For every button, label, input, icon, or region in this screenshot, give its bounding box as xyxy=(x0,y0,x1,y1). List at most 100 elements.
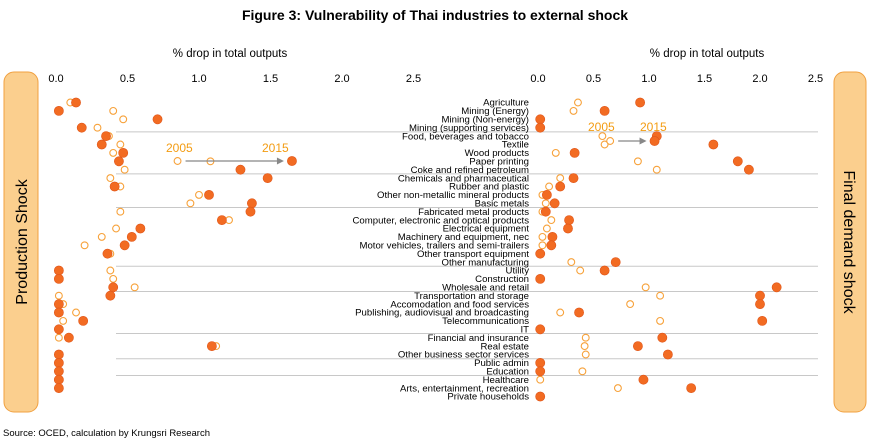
point-2015 xyxy=(53,307,64,318)
production-shock-points xyxy=(53,97,273,393)
category-label: Motor vehicles, trailers and semi-traile… xyxy=(359,241,529,252)
point-2015 xyxy=(105,290,116,301)
point-2015 xyxy=(535,122,546,133)
point-2015 xyxy=(599,106,610,116)
point-2015 xyxy=(535,391,546,402)
production-shock-panel xyxy=(3,71,39,413)
point-2005 xyxy=(195,190,203,199)
point-2015 xyxy=(708,139,719,150)
point-2015 xyxy=(78,315,89,326)
category-label: Telecommunications xyxy=(442,316,529,327)
annotation-point-2005 xyxy=(173,157,182,165)
category-label: Education xyxy=(486,367,529,378)
point-2015 xyxy=(204,189,214,200)
point-2005 xyxy=(541,199,550,208)
figure-title: Figure 3: Vulnerability of Thai industri… xyxy=(241,7,629,23)
right-tick-label: 2.0 xyxy=(752,73,767,85)
point-2015 xyxy=(755,290,765,301)
point-2005 xyxy=(106,174,115,183)
point-2015 xyxy=(102,248,113,259)
point-2015 xyxy=(535,114,546,125)
point-2005 xyxy=(59,316,68,325)
left-axis-title: % drop in total outputs xyxy=(173,48,288,60)
point-2005 xyxy=(538,232,547,241)
point-2005 xyxy=(633,157,642,166)
point-2015 xyxy=(563,223,573,234)
point-2005 xyxy=(600,140,609,149)
point-2005 xyxy=(538,241,547,250)
point-2005 xyxy=(542,224,551,233)
point-2015 xyxy=(71,97,81,108)
category-label: Coke and refined petroleum xyxy=(411,165,529,176)
point-2015 xyxy=(638,374,649,385)
point-2015 xyxy=(101,131,111,141)
category-label: Healthcare xyxy=(483,375,529,386)
point-2015 xyxy=(686,383,697,393)
point-2015 xyxy=(53,349,64,360)
point-2015 xyxy=(119,240,130,251)
point-2015 xyxy=(76,122,87,133)
point-2015 xyxy=(53,374,64,385)
category-label: Mining (Non-energy) xyxy=(442,115,529,126)
point-2005 xyxy=(109,274,118,283)
category-label: Other transport equipment xyxy=(417,249,529,260)
left-tick-labels: 0.0 0.5 1.0 1.5 2.0 2.5 xyxy=(48,73,421,85)
left-annotation-2015: 2015 xyxy=(262,141,289,155)
point-2005 xyxy=(656,291,665,300)
point-2005 xyxy=(641,283,650,292)
point-2015 xyxy=(53,273,64,284)
point-2005 xyxy=(580,342,589,351)
point-2015 xyxy=(126,231,137,242)
left-tick-label: 2.5 xyxy=(406,73,421,85)
right-axis-title: % drop in total outputs xyxy=(650,48,765,60)
point-2005 xyxy=(54,333,63,342)
point-2015 xyxy=(744,164,754,175)
left-tick-label: 1.0 xyxy=(191,73,206,85)
annotation-point-2015 xyxy=(649,136,660,146)
point-2015 xyxy=(63,332,74,343)
final-demand-shock-label: Final demand shock xyxy=(840,170,857,314)
point-2015 xyxy=(657,332,668,343)
category-label: Paper printing xyxy=(469,157,529,168)
point-2005 xyxy=(656,316,665,325)
category-label: Rubber and plastic xyxy=(449,182,529,193)
category-label: Publishing, audiovisual and broadcasting xyxy=(355,308,529,319)
point-2005 xyxy=(574,98,582,107)
point-2005 xyxy=(97,232,106,241)
point-2015 xyxy=(53,357,64,368)
category-label: Electrical equipment xyxy=(443,224,530,235)
point-2015 xyxy=(564,215,574,225)
category-label: Basic metals xyxy=(475,199,530,210)
point-2005 xyxy=(186,199,195,208)
point-2005 xyxy=(109,148,118,157)
point-2015 xyxy=(108,282,119,293)
point-2005 xyxy=(119,115,128,124)
right-tick-label: 1.0 xyxy=(641,73,656,85)
point-2015 xyxy=(755,299,765,309)
point-2015 xyxy=(541,189,552,200)
point-2005 xyxy=(578,367,587,376)
right-annotation-2015: 2015 xyxy=(640,120,667,134)
point-2005 xyxy=(112,224,121,233)
point-2015 xyxy=(135,223,146,234)
category-label: Wood products xyxy=(465,148,530,159)
point-2015 xyxy=(216,215,227,225)
point-2005 xyxy=(556,174,565,183)
left-annotation-arrowhead xyxy=(276,157,284,165)
left-tick-label: 0.0 xyxy=(48,73,63,85)
right-tick-label: 1.5 xyxy=(697,73,712,85)
production-shock-label: Production Shock xyxy=(14,178,31,304)
point-2015 xyxy=(535,248,546,259)
point-2015 xyxy=(535,324,546,335)
point-2005 xyxy=(54,291,63,300)
point-2005 xyxy=(626,300,635,309)
right-tick-label: 2.5 xyxy=(808,73,823,85)
point-2015 xyxy=(262,173,273,183)
point-2005 xyxy=(545,182,554,191)
category-label: Agriculture xyxy=(483,98,529,109)
point-2005 xyxy=(536,375,545,384)
category-label: Transportation and storage xyxy=(414,291,529,302)
right-tick-label: 0.5 xyxy=(586,73,601,85)
